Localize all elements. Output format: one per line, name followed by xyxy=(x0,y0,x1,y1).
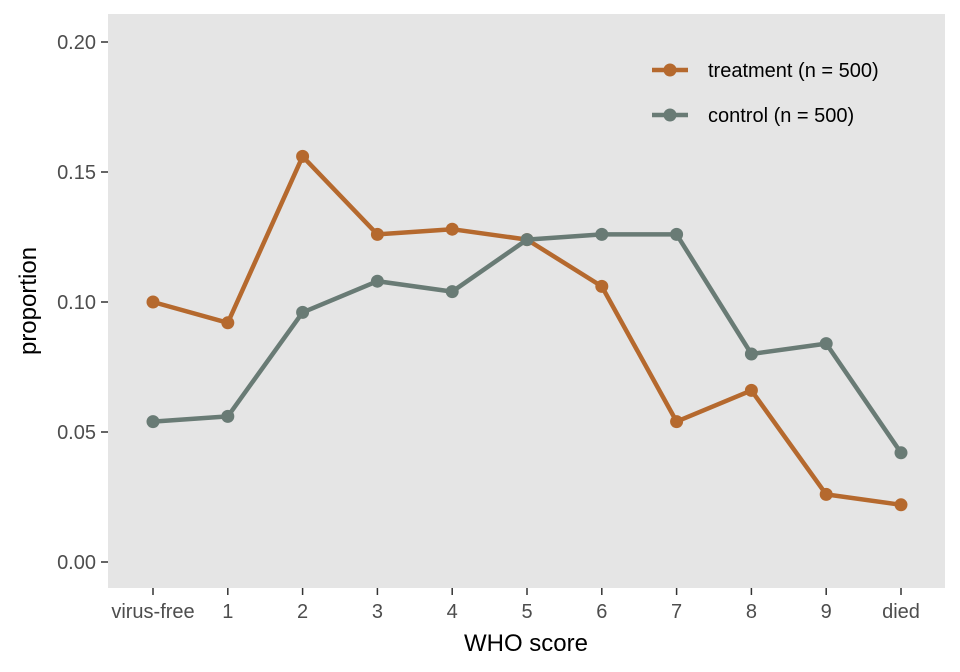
data-point xyxy=(445,285,459,299)
y-axis-title: proportion xyxy=(15,247,42,355)
data-point xyxy=(819,487,833,501)
x-tick-label: 1 xyxy=(222,601,233,623)
data-point xyxy=(744,383,758,397)
x-tick-label: 7 xyxy=(671,601,682,623)
x-axis: virus-free 1 2 3 4 5 6 7 8 9 died xyxy=(111,588,920,623)
data-point xyxy=(894,498,908,512)
x-tick-label: 5 xyxy=(521,601,532,623)
y-tick-label: 0.00 xyxy=(57,552,96,574)
y-tick-label: 0.05 xyxy=(57,422,96,444)
legend-point-swatch xyxy=(663,108,677,122)
data-point xyxy=(894,446,908,460)
plot-panel xyxy=(108,14,945,588)
data-point xyxy=(445,222,459,236)
data-point xyxy=(221,409,235,423)
data-point xyxy=(595,279,609,293)
data-point xyxy=(819,337,833,351)
data-point xyxy=(370,274,384,288)
data-point xyxy=(296,149,310,163)
x-tick-label: 2 xyxy=(297,601,308,623)
legend-label: treatment (n = 500) xyxy=(708,60,879,82)
y-axis: 0.00 0.05 0.10 0.15 0.20 xyxy=(57,32,108,574)
x-tick-label: died xyxy=(882,601,920,623)
x-tick-label: 6 xyxy=(596,601,607,623)
x-axis-title: WHO score xyxy=(464,630,588,657)
series-layer xyxy=(146,149,908,512)
x-tick-label: 9 xyxy=(821,601,832,623)
legend-label: control (n = 500) xyxy=(708,105,854,127)
data-point xyxy=(370,227,384,241)
data-point xyxy=(744,347,758,361)
data-point xyxy=(296,305,310,319)
data-point xyxy=(146,415,160,429)
series-control xyxy=(146,227,908,460)
legend-point-swatch xyxy=(663,63,677,77)
x-tick-label: 8 xyxy=(746,601,757,623)
data-point xyxy=(670,415,684,429)
data-point xyxy=(670,227,684,241)
x-tick-label: virus-free xyxy=(111,601,194,623)
data-point xyxy=(520,233,534,247)
legend: treatment (n = 500) control (n = 500) xyxy=(652,60,879,127)
y-tick-label: 0.10 xyxy=(57,292,96,314)
x-tick-label: 4 xyxy=(447,601,458,623)
legend-item: control (n = 500) xyxy=(652,105,854,127)
y-tick-label: 0.15 xyxy=(57,162,96,184)
data-point xyxy=(595,227,609,241)
legend-item: treatment (n = 500) xyxy=(652,60,879,82)
y-tick-label: 0.20 xyxy=(57,32,96,54)
data-point xyxy=(221,316,235,330)
data-point xyxy=(146,295,160,309)
x-tick-label: 3 xyxy=(372,601,383,623)
